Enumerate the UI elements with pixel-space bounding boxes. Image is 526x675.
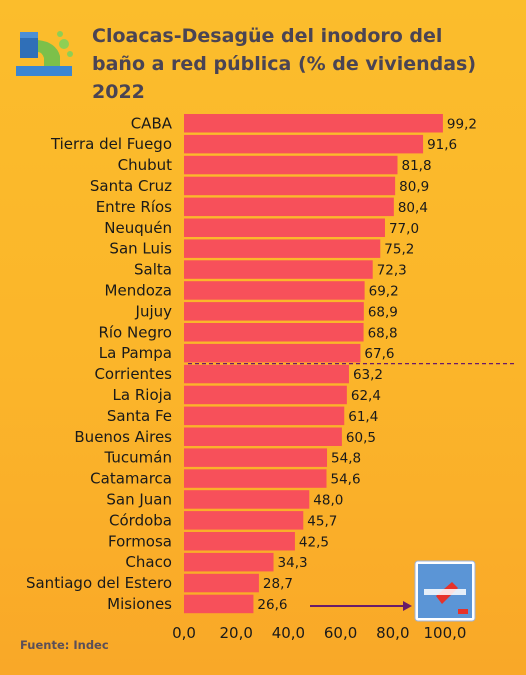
misiones-logo-wordmark-icon (424, 589, 466, 595)
category-label: Chubut (118, 156, 173, 174)
data-label: 63,2 (353, 367, 383, 383)
bar (184, 302, 364, 321)
category-label: CABA (131, 114, 173, 132)
chart-title-line-3: 2022 (92, 81, 145, 103)
bar (184, 594, 254, 614)
bar (184, 511, 304, 530)
bar (184, 134, 424, 154)
x-tick-label: 20,0 (219, 624, 252, 642)
bar (184, 532, 295, 551)
bar (184, 385, 347, 405)
category-label: Chaco (125, 553, 172, 571)
category-label: Catamarca (90, 470, 172, 488)
bar (184, 281, 365, 300)
data-label: 62,4 (351, 388, 381, 404)
x-tick-label: 40,0 (272, 624, 305, 642)
data-label: 80,9 (399, 179, 429, 195)
bar (184, 448, 328, 467)
data-label: 54,6 (331, 472, 361, 488)
x-tick-label: 80,0 (376, 624, 409, 642)
bar (184, 343, 361, 363)
category-label: Córdoba (109, 511, 172, 529)
chart-title-line-1: Cloacas-Desagüe del inodoro del (92, 25, 443, 47)
data-label: 99,2 (447, 116, 477, 132)
data-label: 45,7 (307, 513, 337, 529)
misiones-logo-tag (458, 609, 468, 614)
bar (184, 490, 310, 509)
category-label: Tierra del Fuego (50, 135, 172, 153)
data-label: 68,8 (368, 325, 398, 341)
bar (184, 552, 274, 572)
bar (184, 406, 345, 426)
bar (184, 155, 398, 175)
x-tick-label: 0,0 (172, 624, 196, 642)
data-label: 68,9 (368, 304, 398, 320)
category-label: Formosa (108, 532, 172, 550)
category-label: Tucumán (104, 449, 172, 467)
data-label: 91,6 (427, 137, 457, 153)
bar (184, 364, 349, 384)
bar (184, 239, 381, 258)
data-label: 67,6 (364, 346, 394, 362)
bar (184, 197, 394, 217)
data-label: 42,5 (299, 534, 329, 550)
bar (184, 469, 327, 488)
data-label: 80,4 (398, 200, 428, 216)
category-label: Santiago del Estero (26, 574, 172, 592)
category-label: Jujuy (135, 302, 173, 320)
bar (184, 573, 259, 593)
data-label: 81,8 (401, 158, 431, 174)
bar (184, 323, 364, 342)
bar (184, 218, 385, 237)
data-label: 60,5 (346, 430, 376, 446)
bar (184, 427, 342, 446)
data-label: 77,0 (389, 221, 419, 237)
category-label: Salta (134, 261, 172, 279)
category-label: San Luis (109, 240, 172, 258)
x-tick-label: 100,0 (424, 624, 467, 642)
category-label: Misiones (107, 595, 172, 613)
category-label: Corrientes (94, 365, 172, 383)
category-label: Mendoza (105, 281, 172, 299)
data-label: 69,2 (369, 283, 399, 299)
data-label: 34,3 (278, 555, 308, 571)
category-label: Neuquén (104, 219, 172, 237)
data-label: 61,4 (348, 409, 378, 425)
category-label: Río Negro (98, 323, 172, 341)
category-label: Entre Ríos (96, 198, 172, 216)
data-label: 48,0 (313, 492, 343, 508)
sewage-drain-icon (16, 31, 73, 76)
data-label: 54,8 (331, 451, 361, 467)
category-label: Buenos Aires (74, 428, 172, 446)
chart-title-line-2: baño a red pública (% de viviendas) (92, 53, 477, 75)
data-label: 75,2 (384, 242, 414, 258)
category-label: Santa Cruz (90, 177, 172, 195)
data-label: 28,7 (263, 576, 293, 592)
bar (184, 176, 396, 196)
chart-title: Cloacas-Desagüe del inodoro del baño a r… (92, 22, 512, 106)
arrow-head-icon (403, 600, 412, 611)
source-note: Fuente: Indec (20, 638, 109, 652)
category-label: La Rioja (113, 386, 172, 404)
bar (184, 114, 443, 133)
x-tick-label: 60,0 (324, 624, 357, 642)
data-label: 26,6 (257, 597, 287, 613)
bar (184, 260, 373, 279)
category-label: La Pampa (99, 344, 172, 362)
category-label: San Juan (106, 490, 172, 508)
data-label: 72,3 (377, 263, 407, 279)
category-label: Santa Fe (107, 407, 172, 425)
